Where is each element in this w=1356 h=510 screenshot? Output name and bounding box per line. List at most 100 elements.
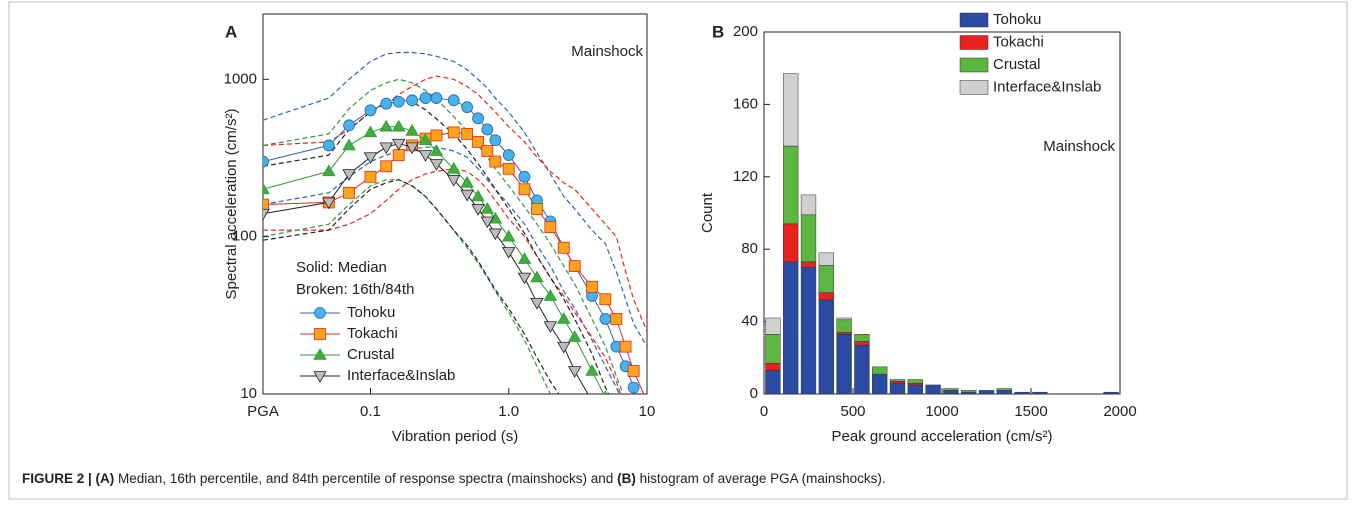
- marker: [518, 170, 531, 183]
- marker: [392, 95, 405, 108]
- marker: [405, 142, 419, 155]
- bar-segment: [854, 341, 870, 346]
- marker: [430, 129, 443, 142]
- marker: [543, 321, 558, 333]
- bar-segment: [818, 265, 834, 293]
- x-axis-label: Vibration period (s): [392, 428, 518, 445]
- marker: [343, 186, 355, 199]
- marker: [489, 155, 502, 168]
- marker: [322, 197, 336, 210]
- marker: [599, 293, 612, 306]
- bar-segment: [783, 261, 799, 395]
- caption-part: Median, 16th percentile, and 84th percen…: [114, 471, 617, 486]
- y-tick-label: 100: [232, 228, 257, 245]
- marker: [364, 104, 377, 117]
- bar-segment: [943, 388, 959, 391]
- marker: [313, 348, 327, 360]
- bar-segment: [889, 382, 906, 395]
- marker: [557, 241, 570, 254]
- marker: [502, 149, 515, 161]
- bar-segment: [854, 344, 870, 395]
- bar-segment: [961, 391, 977, 395]
- legend-swatch: [959, 57, 989, 73]
- bar-segment: [765, 317, 781, 335]
- marker: [586, 397, 598, 407]
- legend-swatch: [959, 12, 989, 28]
- bar-segment: [854, 334, 870, 342]
- percentile-line: [263, 179, 552, 394]
- figure-border: [8, 1, 1348, 500]
- bar-segment: [872, 373, 888, 395]
- marker: [518, 183, 531, 196]
- legend-label: Tokachi: [993, 33, 1044, 50]
- marker: [379, 142, 393, 155]
- percentile-line: [263, 78, 624, 394]
- bar-segment: [818, 252, 834, 266]
- marker: [322, 139, 335, 152]
- percentile-line: [263, 168, 622, 394]
- plot-a: [263, 51, 647, 407]
- marker: [480, 202, 495, 214]
- x-tick-label: 1500: [1014, 403, 1047, 420]
- y-tick-label: 200: [733, 23, 758, 40]
- marker: [481, 145, 494, 157]
- legend-label: Interface&Inslab: [993, 78, 1101, 95]
- marker: [543, 289, 558, 301]
- bar-segment: [800, 261, 817, 268]
- bar-segment: [765, 334, 781, 364]
- x-tick-label: 10: [639, 403, 656, 420]
- y-tick-label: 10: [240, 385, 257, 402]
- legend-swatch: [959, 80, 989, 95]
- marker: [430, 92, 443, 104]
- x-tick-label: 2000: [1103, 403, 1136, 420]
- marker: [567, 330, 582, 342]
- bar-segment: [907, 379, 923, 384]
- marker: [627, 381, 640, 394]
- marker: [488, 228, 503, 241]
- marker: [322, 164, 336, 177]
- marker: [343, 119, 355, 132]
- marker: [501, 247, 516, 259]
- percentile-line: [263, 97, 610, 394]
- marker: [481, 123, 494, 136]
- percentile-line: [263, 51, 647, 347]
- x-tick-label: 0: [760, 403, 768, 420]
- legend-label: Tohoku: [347, 304, 395, 321]
- legend-label: Crustal: [993, 56, 1041, 73]
- marker: [429, 144, 444, 156]
- legend-label: Tokachi: [347, 325, 398, 342]
- marker: [342, 169, 356, 181]
- bar-segment: [996, 388, 1012, 391]
- marker: [447, 94, 460, 107]
- marker: [471, 189, 485, 202]
- bar-segment: [943, 390, 959, 395]
- y-tick-label: 160: [733, 95, 758, 112]
- annotation: Mainshock: [1043, 138, 1115, 155]
- bar-segment: [961, 390, 977, 393]
- marker: [446, 161, 461, 174]
- bar-segment: [783, 223, 799, 263]
- bar-segment: [818, 299, 834, 395]
- marker: [489, 134, 502, 147]
- bar-segment: [1032, 391, 1048, 395]
- marker: [472, 112, 484, 125]
- marker: [599, 313, 612, 325]
- caption-part: FIGURE 2 | (A): [22, 471, 114, 486]
- marker: [610, 313, 623, 325]
- x-tick-label: 0.1: [360, 403, 381, 420]
- bar-segment: [783, 145, 799, 225]
- bar-segment: [800, 194, 817, 216]
- caption-part: (B): [617, 471, 636, 486]
- x-tick-label: 1000: [925, 403, 958, 420]
- marker: [418, 133, 433, 146]
- y-axis-label: Count: [699, 192, 716, 233]
- bar-segment: [907, 382, 923, 386]
- panel-label: A: [225, 22, 237, 41]
- marker: [471, 204, 485, 216]
- marker: [380, 160, 393, 173]
- y-tick-label: 80: [741, 240, 758, 257]
- marker: [405, 124, 419, 136]
- marker: [363, 125, 378, 138]
- y-tick-label: 1000: [224, 70, 257, 87]
- bar-segment: [765, 370, 781, 395]
